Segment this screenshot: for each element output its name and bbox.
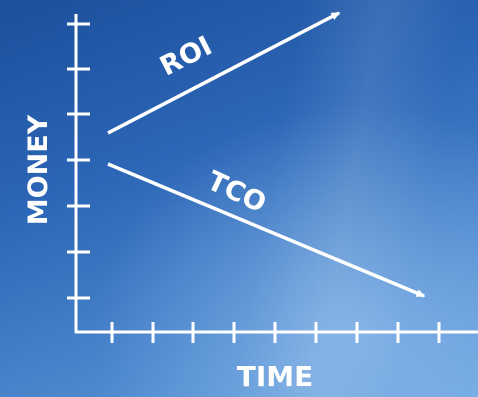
x-axis-label: TIME	[237, 360, 314, 393]
tco-arrow	[108, 164, 424, 296]
y-axis-label: MONEY	[23, 114, 54, 225]
y-axis-ticks	[67, 24, 90, 298]
roi-arrow	[108, 13, 339, 133]
tco-label: TCO	[202, 165, 271, 219]
roi-label: ROI	[155, 30, 217, 82]
